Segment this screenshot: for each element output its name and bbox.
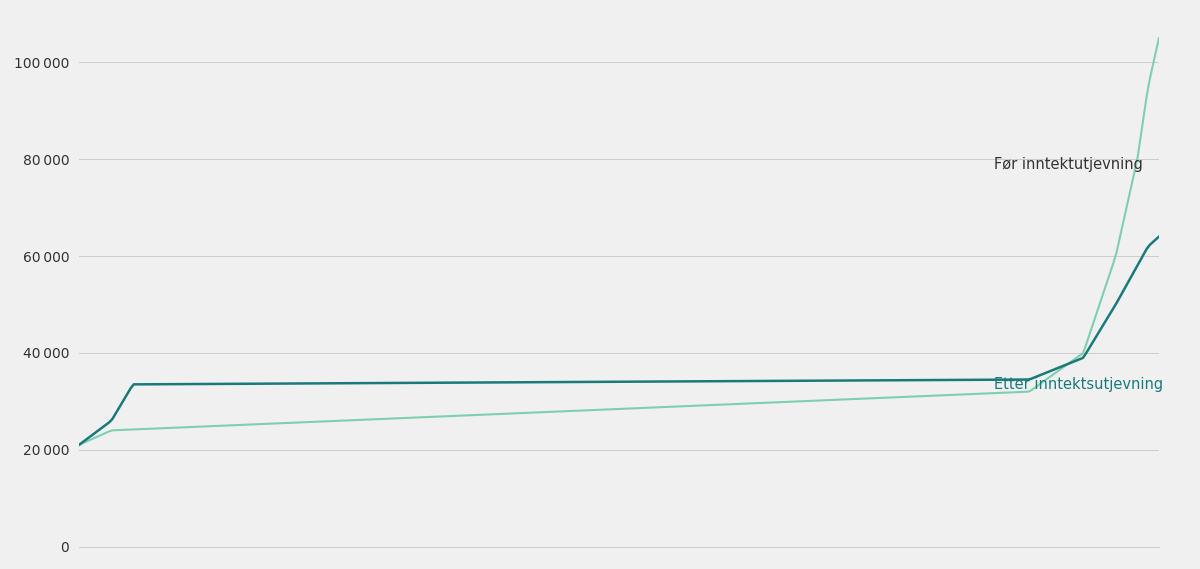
- Text: Før inntektutjevning: Før inntektutjevning: [994, 156, 1142, 171]
- Text: Etter inntektsutjevning: Etter inntektsutjevning: [994, 377, 1163, 392]
